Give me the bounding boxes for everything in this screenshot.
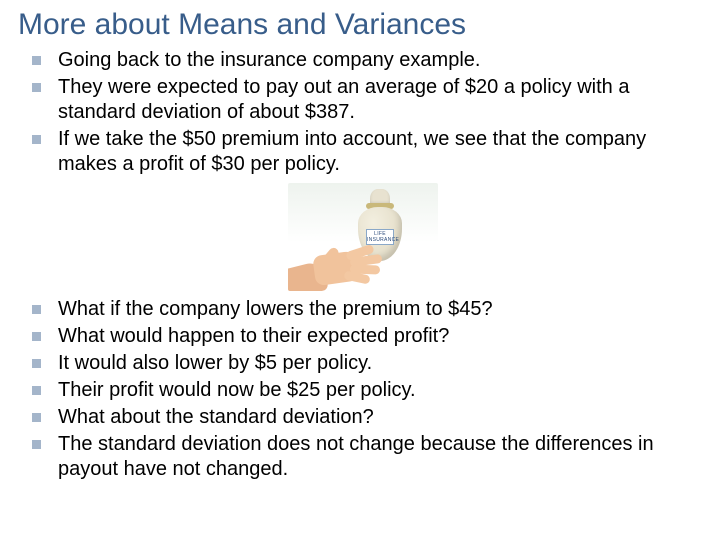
list-item: What if the company lowers the premium t… [32,297,708,322]
list-item: If we take the $50 premium into account,… [32,127,708,177]
list-item: Going back to the insurance company exam… [32,48,708,73]
image-container: LIFE INSURANCE [18,183,708,291]
list-item: What would happen to their expected prof… [32,324,708,349]
hand-icon [288,235,384,291]
list-item: Their profit would now be $25 per policy… [32,378,708,403]
bullet-list-top: Going back to the insurance company exam… [32,48,708,177]
list-item: They were expected to pay out an average… [32,75,708,125]
list-item: The standard deviation does not change b… [32,432,708,482]
life-insurance-money-bag-image: LIFE INSURANCE [288,183,438,291]
bullet-list-bottom: What if the company lowers the premium t… [32,297,708,482]
list-item: It would also lower by $5 per policy. [32,351,708,376]
list-item: What about the standard deviation? [32,405,708,430]
page-title: More about Means and Variances [18,8,708,42]
slide: More about Means and Variances Going bac… [0,0,720,540]
